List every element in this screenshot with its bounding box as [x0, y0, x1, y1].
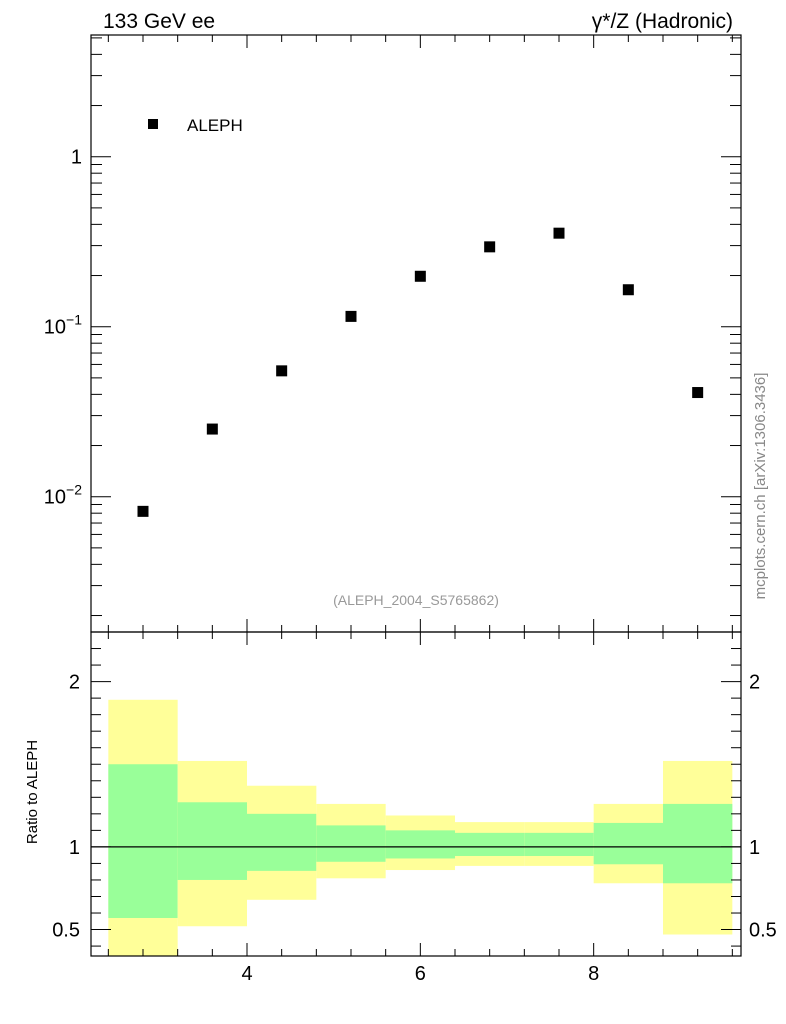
inner-band: [455, 832, 525, 856]
x-tick-label: 6: [415, 963, 426, 985]
x-tick-label: 8: [588, 963, 599, 985]
data-point: [622, 284, 634, 296]
ratio-y-tick-label-right: 0.5: [749, 920, 777, 942]
data-point: [414, 270, 426, 282]
header-right-label: γ*/Z (Hadronic): [592, 10, 733, 33]
y-tick-label: 1: [71, 147, 82, 169]
ratio-axis-label: Ratio to ALEPH: [24, 740, 41, 844]
analysis-label: (ALEPH_2004_S5765862): [333, 592, 499, 608]
ratio-y-tick-label: 1: [69, 837, 80, 859]
data-point: [484, 241, 496, 253]
inner-band: [593, 822, 663, 865]
data-point: [553, 227, 565, 239]
y-tick-label: 10−1: [44, 312, 82, 339]
x-tick-label: 4: [241, 963, 252, 985]
ratio-y-tick-label: 0.5: [52, 920, 80, 942]
data-point: [345, 310, 357, 322]
data-point: [137, 505, 149, 517]
legend-label: ALEPH: [187, 116, 243, 135]
side-credit-label: mcplots.cern.ch [arXiv:1306.3436]: [752, 373, 769, 600]
inner-band: [108, 764, 178, 918]
inner-band: [385, 830, 455, 859]
inner-band: [247, 813, 317, 871]
y-tick-label: 10−2: [44, 482, 82, 509]
inner-band: [177, 802, 247, 880]
header-left-label: 133 GeV ee: [103, 10, 215, 33]
ratio-panel-frame: [90, 631, 742, 957]
data-point: [276, 365, 288, 377]
data-point: [692, 387, 704, 399]
ratio-y-tick-label: 2: [69, 672, 80, 694]
ratio-y-tick-label-right: 1: [749, 837, 760, 859]
data-point: [206, 423, 218, 435]
ratio-y-tick-label-right: 2: [749, 672, 760, 694]
inner-band: [524, 832, 594, 856]
inner-band: [316, 825, 386, 862]
legend-marker: [148, 119, 158, 129]
inner-band: [663, 803, 733, 884]
